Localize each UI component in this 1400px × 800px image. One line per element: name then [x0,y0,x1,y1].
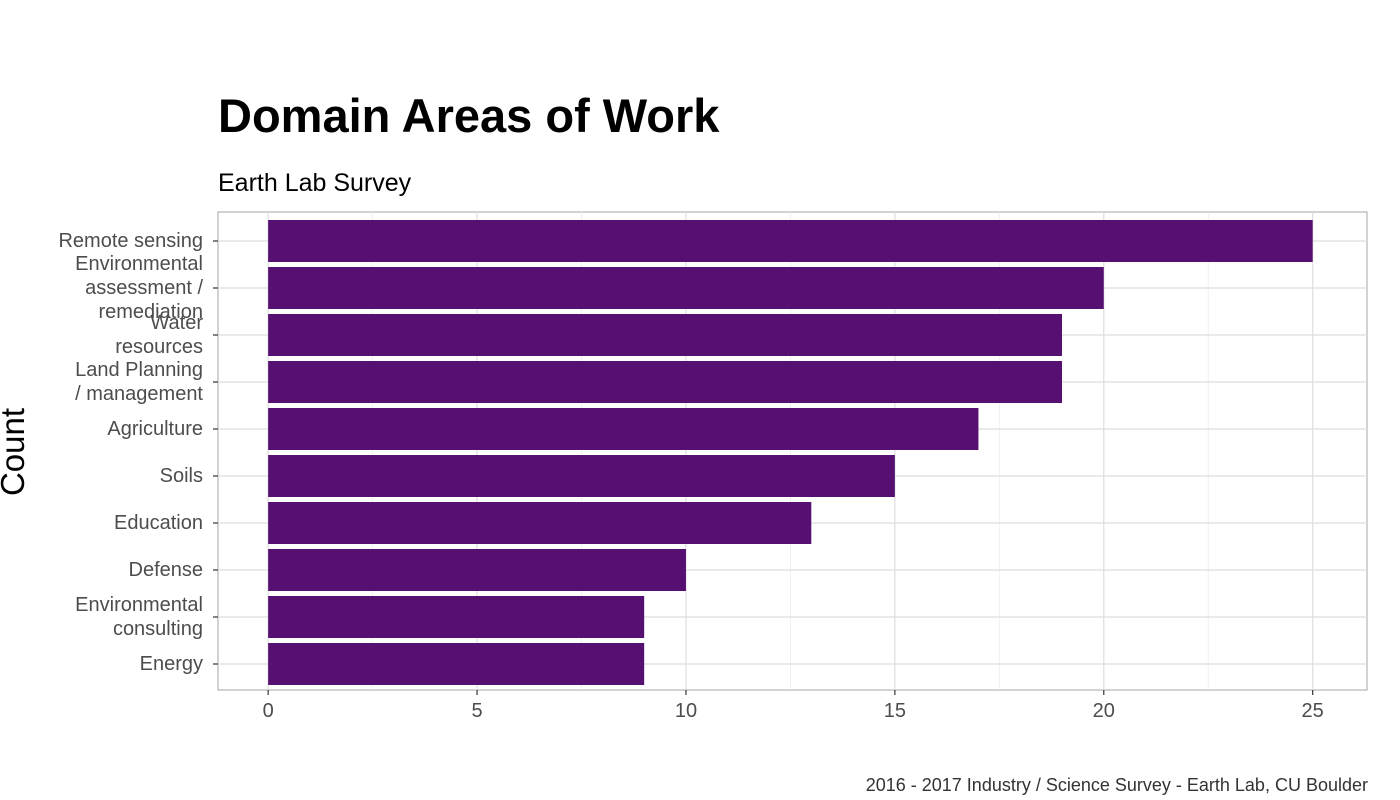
bar [268,267,1104,309]
bar [268,455,895,497]
bar [268,549,686,591]
category-label-line: resources [115,336,203,358]
category-label-line: Agriculture [107,418,203,440]
x-tick-label: 25 [1302,700,1324,722]
category-label: Land Planning / management [75,359,203,405]
category-label-line: Remote sensing [58,230,203,252]
category-label: Education [114,512,203,534]
category-label-line: Water [150,312,203,334]
category-label: Water resources [115,312,203,358]
x-tick-label: 5 [471,700,482,722]
bar [268,408,979,450]
category-label-line: Education [114,512,203,534]
category-label: Environmental consulting [75,594,203,640]
bar [268,596,645,638]
category-label-line: Environmental [75,253,203,275]
chart-subtitle: Earth Lab Survey [218,169,412,197]
category-label-line: assessment / [85,277,203,299]
category-label: Defense [129,559,204,581]
x-tick-label: 20 [1093,700,1115,722]
category-label-line: consulting [113,618,203,640]
chart-title: Domain Areas of Work [218,89,720,142]
category-label-line: Defense [129,559,204,581]
category-label: Environmental assessment / remediation [75,253,203,323]
category-label-line: Land Planning [75,359,203,381]
x-tick-label: 15 [884,700,906,722]
bar [268,643,645,685]
category-label-line: Energy [140,653,203,675]
category-label-line: Environmental [75,594,203,616]
category-label-line: / management [75,383,203,405]
bar [268,220,1313,262]
category-label: Soils [160,465,203,487]
category-label: Energy [140,653,203,675]
category-label-line: remediation [98,301,203,323]
bar [268,361,1062,403]
category-label: Agriculture [107,418,203,440]
bar [268,502,812,544]
x-tick-label: 0 [263,700,274,722]
chart-caption: 2016 - 2017 Industry / Science Survey - … [865,775,1368,795]
bar [268,314,1062,356]
x-tick-label: 10 [675,700,697,722]
category-label-line: Soils [160,465,203,487]
category-label: Remote sensing [58,230,203,252]
